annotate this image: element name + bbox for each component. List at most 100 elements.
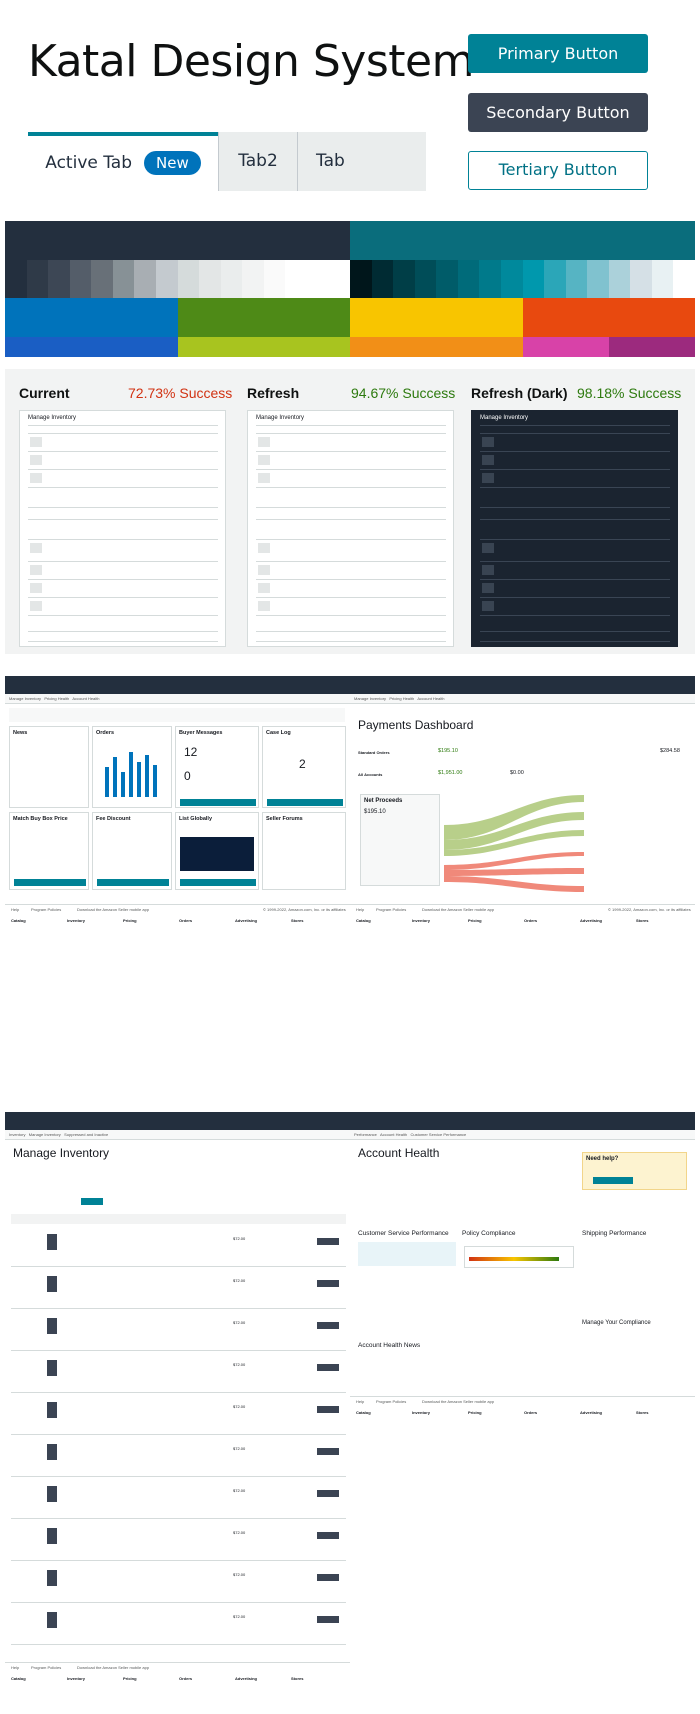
- footer-heading[interactable]: Pricing: [123, 1676, 137, 1681]
- edit-button[interactable]: [317, 1280, 339, 1287]
- wireframe-thumb: [30, 601, 42, 611]
- footer-heading[interactable]: Stores: [636, 1410, 649, 1415]
- wireframe-thumb: [258, 601, 270, 611]
- wireframe-thumb: [30, 455, 42, 465]
- row-price[interactable]: $72.00: [233, 1278, 246, 1283]
- color-swatch: [350, 221, 372, 260]
- row-price[interactable]: $72.00: [233, 1404, 246, 1409]
- footer-heading[interactable]: Catalog: [11, 918, 26, 923]
- wireframe-thumb: [30, 437, 42, 447]
- policies-link[interactable]: Program Policies: [31, 907, 62, 912]
- update-price-button[interactable]: [97, 879, 169, 886]
- footer-heading[interactable]: Orders: [179, 1676, 193, 1681]
- edit-button[interactable]: [317, 1406, 339, 1413]
- search-button[interactable]: [81, 1198, 103, 1205]
- manage-case-log-button[interactable]: [267, 799, 343, 806]
- footer-heading[interactable]: Orders: [179, 918, 193, 923]
- wireframe-line: [256, 519, 446, 520]
- edit-button[interactable]: [317, 1322, 339, 1329]
- divider: [350, 904, 695, 905]
- footer-heading[interactable]: Catalog: [356, 918, 371, 923]
- color-swatch: [479, 337, 501, 357]
- edit-button[interactable]: [317, 1616, 339, 1623]
- help-link[interactable]: Help: [11, 907, 20, 912]
- footer-heading[interactable]: Inventory: [412, 1410, 431, 1415]
- color-swatch: [371, 298, 394, 337]
- footer-column: Orders: [524, 1410, 537, 1415]
- row-price[interactable]: $72.00: [233, 1446, 246, 1451]
- app-link[interactable]: Download the Amazon Seller mobile app: [77, 907, 150, 912]
- row-price[interactable]: $72.00: [233, 1236, 246, 1241]
- search-input[interactable]: Search Seller Central: [475, 1116, 625, 1126]
- color-swatch: [134, 337, 156, 357]
- update-price-button[interactable]: [14, 879, 86, 886]
- section-csp: Customer Service Performance: [358, 1230, 449, 1237]
- color-swatch: [479, 221, 501, 260]
- color-swatch: [457, 337, 480, 357]
- tab-3[interactable]: Tab: [297, 132, 426, 191]
- edit-button[interactable]: [317, 1448, 339, 1455]
- footer-heading[interactable]: Orders: [524, 918, 538, 923]
- color-swatch: [328, 298, 350, 337]
- footer-heading[interactable]: Advertising: [580, 1410, 603, 1415]
- edit-button[interactable]: [317, 1532, 339, 1539]
- search-input[interactable]: Search Seller Central: [475, 680, 625, 690]
- footer-heading[interactable]: Stores: [636, 918, 649, 923]
- comparison-label-refresh: Refresh: [247, 385, 300, 401]
- call-button[interactable]: [593, 1177, 633, 1184]
- color-swatch: [220, 260, 243, 298]
- row-price[interactable]: $72.00: [233, 1320, 246, 1325]
- row-price[interactable]: $72.00: [233, 1362, 246, 1367]
- wireframe-thumb: [30, 543, 42, 553]
- color-swatch: [69, 221, 92, 260]
- tab-2[interactable]: Tab2: [218, 132, 297, 191]
- footer-heading[interactable]: Advertising: [235, 1676, 258, 1681]
- footer-heading[interactable]: Inventory: [67, 1676, 86, 1681]
- footer-heading[interactable]: Pricing: [468, 1410, 482, 1415]
- secondary-button[interactable]: Secondary Button: [468, 93, 648, 132]
- footer-heading[interactable]: Inventory: [412, 918, 431, 923]
- edit-button[interactable]: [317, 1574, 339, 1581]
- footer-heading[interactable]: Stores: [291, 1676, 304, 1681]
- app-link[interactable]: Download the Amazon Seller mobile app: [422, 1399, 495, 1404]
- footer-heading[interactable]: Pricing: [123, 918, 137, 923]
- help-link[interactable]: Help: [11, 1665, 20, 1670]
- policies-link[interactable]: Program Policies: [376, 1399, 407, 1404]
- wireframe-thumb: [258, 473, 270, 483]
- footer-heading[interactable]: Pricing: [468, 918, 482, 923]
- edit-button[interactable]: [317, 1238, 339, 1245]
- tertiary-button[interactable]: Tertiary Button: [468, 151, 648, 190]
- row-price[interactable]: $72.00: [233, 1572, 246, 1577]
- search-input[interactable]: Search Seller Central: [130, 1116, 280, 1126]
- help-link[interactable]: Help: [356, 907, 365, 912]
- footer-heading[interactable]: Inventory: [67, 918, 86, 923]
- edit-button[interactable]: [317, 1490, 339, 1497]
- footer-heading[interactable]: Stores: [291, 918, 304, 923]
- search-input[interactable]: Search Seller Central: [130, 680, 280, 690]
- app-link[interactable]: Download the Amazon Seller mobile app: [422, 907, 495, 912]
- policies-link[interactable]: Program Policies: [31, 1665, 62, 1670]
- manage-messages-button[interactable]: [180, 799, 256, 806]
- footer-heading[interactable]: Advertising: [235, 918, 258, 923]
- primary-button[interactable]: Primary Button: [468, 34, 648, 73]
- policies-link[interactable]: Program Policies: [376, 907, 407, 912]
- row-price[interactable]: $72.00: [233, 1530, 246, 1535]
- wireframe-line: [28, 469, 218, 470]
- color-swatch: [457, 298, 480, 337]
- manage-case-button[interactable]: [180, 879, 256, 886]
- edit-button[interactable]: [317, 1364, 339, 1371]
- color-swatch: [242, 298, 264, 337]
- footer-heading[interactable]: Catalog: [11, 1676, 26, 1681]
- tab-active[interactable]: Active Tab New: [28, 132, 218, 191]
- wireframe-line: [256, 539, 446, 540]
- app-link[interactable]: Download the Amazon Seller mobile app: [77, 1665, 150, 1670]
- footer-heading[interactable]: Orders: [524, 1410, 538, 1415]
- footer-heading[interactable]: Catalog: [356, 1410, 371, 1415]
- footer-heading[interactable]: Advertising: [580, 918, 603, 923]
- color-swatch: [371, 337, 394, 357]
- new-badge: New: [144, 151, 201, 175]
- wireframe-thumb: [258, 565, 270, 575]
- row-price[interactable]: $72.00: [233, 1488, 246, 1493]
- row-price[interactable]: $72.00: [233, 1614, 246, 1619]
- help-link[interactable]: Help: [356, 1399, 365, 1404]
